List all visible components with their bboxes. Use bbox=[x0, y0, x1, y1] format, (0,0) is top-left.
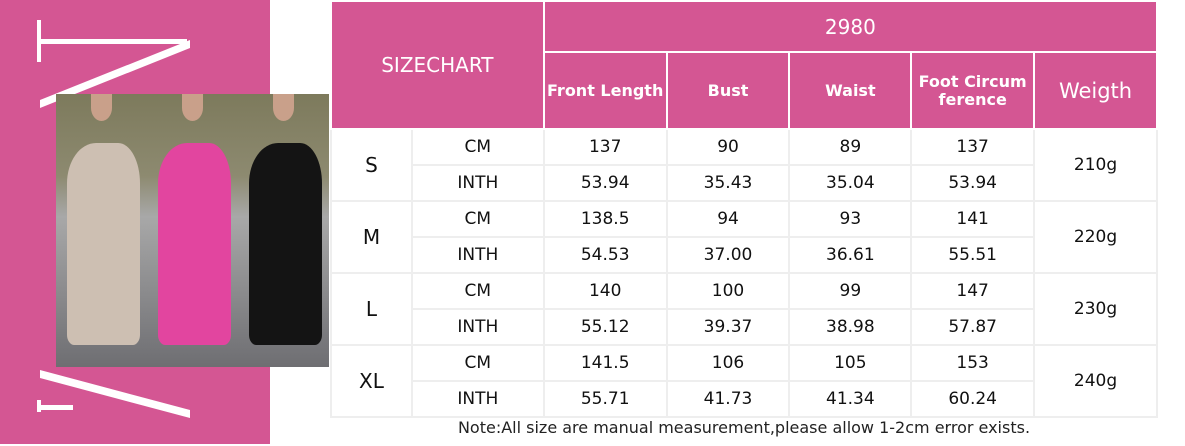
measurement-cell: 90 bbox=[665, 128, 791, 166]
measurement-cell: 53.94 bbox=[542, 164, 668, 202]
weight-cell: 230g bbox=[1033, 272, 1158, 346]
measurement-cell: 41.73 bbox=[665, 380, 791, 418]
measurement-cell: 53.94 bbox=[910, 164, 1036, 202]
measurement-cell: 57.87 bbox=[910, 308, 1036, 346]
measurement-cell: 137 bbox=[542, 128, 668, 166]
header-front-length: Front Length bbox=[542, 51, 668, 130]
measurement-cell: 106 bbox=[665, 344, 791, 382]
measurement-cell: 141.5 bbox=[542, 344, 668, 382]
header-waist: Waist bbox=[788, 51, 913, 130]
header-bust: Bust bbox=[665, 51, 791, 130]
unit-label: INTH bbox=[410, 236, 545, 274]
model-number: 2980 bbox=[542, 0, 1159, 53]
table-row: L CM 140 100 99 147 230g bbox=[330, 272, 1158, 346]
measurement-cell: 37.00 bbox=[665, 236, 791, 274]
size-label: L bbox=[330, 272, 413, 346]
size-chart-table: SIZECHART 2980 Front Length Bust Waist F… bbox=[330, 0, 1159, 418]
measurement-cell: 39.37 bbox=[665, 308, 791, 346]
size-label: S bbox=[330, 128, 413, 202]
table-row: XL CM 141.5 106 105 153 240g bbox=[330, 344, 1158, 418]
weight-cell: 220g bbox=[1033, 200, 1158, 274]
size-label: XL bbox=[330, 344, 413, 418]
table-row: INTH 53.94 35.43 35.04 53.94 bbox=[331, 164, 1157, 202]
size-label: M bbox=[330, 200, 413, 274]
unit-label: CM bbox=[410, 272, 545, 310]
measurement-cell: 38.98 bbox=[788, 308, 913, 346]
measurement-note: Note:All size are manual measurement,ple… bbox=[457, 418, 1031, 437]
measurement-cell: 54.53 bbox=[542, 236, 668, 274]
measurement-cell: 55.12 bbox=[542, 308, 668, 346]
measurement-cell: 105 bbox=[788, 344, 913, 382]
measurement-cell: 140 bbox=[542, 272, 668, 310]
measurement-cell: 60.24 bbox=[910, 380, 1036, 418]
measurement-cell: 94 bbox=[665, 200, 791, 238]
decorative-letters bbox=[37, 20, 190, 418]
unit-label: INTH bbox=[410, 308, 545, 346]
unit-label: CM bbox=[410, 128, 545, 166]
measurement-cell: 141 bbox=[910, 200, 1036, 238]
measurement-cell: 153 bbox=[910, 344, 1036, 382]
product-photo bbox=[56, 94, 329, 367]
unit-label: CM bbox=[410, 200, 545, 238]
weight-cell: 210g bbox=[1033, 128, 1158, 202]
measurement-cell: 36.61 bbox=[788, 236, 913, 274]
table-row: S CM 137 90 89 137 210g bbox=[330, 128, 1158, 202]
measurement-cell: 35.04 bbox=[788, 164, 913, 202]
measurement-cell: 55.51 bbox=[910, 236, 1036, 274]
measurement-cell: 100 bbox=[665, 272, 791, 310]
table-row: M CM 138.5 94 93 141 220g bbox=[330, 200, 1158, 274]
unit-label: INTH bbox=[410, 164, 545, 202]
measurement-cell: 99 bbox=[788, 272, 913, 310]
weight-cell: 240g bbox=[1033, 344, 1158, 418]
sizechart-title: SIZECHART bbox=[330, 0, 545, 130]
table-row: INTH 55.12 39.37 38.98 57.87 bbox=[331, 308, 1157, 346]
header-foot-circumference: Foot Circumference bbox=[910, 51, 1036, 130]
model-black-dress bbox=[238, 94, 329, 367]
unit-label: INTH bbox=[410, 380, 545, 418]
unit-label: CM bbox=[410, 344, 545, 382]
measurement-cell: 93 bbox=[788, 200, 913, 238]
header-weight: Weigth bbox=[1033, 51, 1158, 130]
measurement-cell: 35.43 bbox=[665, 164, 791, 202]
measurement-cell: 55.71 bbox=[542, 380, 668, 418]
measurement-cell: 147 bbox=[910, 272, 1036, 310]
model-beige-dress bbox=[56, 94, 147, 367]
table-row: INTH 55.71 41.73 41.34 60.24 bbox=[331, 380, 1157, 418]
table-row: INTH 54.53 37.00 36.61 55.51 bbox=[331, 236, 1157, 274]
measurement-cell: 138.5 bbox=[542, 200, 668, 238]
measurement-cell: 137 bbox=[910, 128, 1036, 166]
model-pink-dress bbox=[147, 94, 238, 367]
measurement-cell: 89 bbox=[788, 128, 913, 166]
measurement-cell: 41.34 bbox=[788, 380, 913, 418]
